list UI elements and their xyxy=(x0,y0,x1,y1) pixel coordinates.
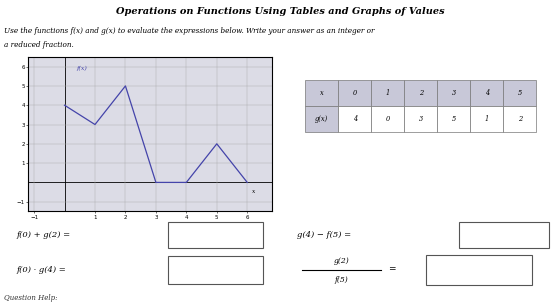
Bar xyxy=(305,80,338,106)
Bar xyxy=(338,106,371,132)
Text: 5: 5 xyxy=(518,89,522,97)
Text: 2: 2 xyxy=(518,115,522,123)
Text: 4: 4 xyxy=(485,89,489,97)
Text: 0: 0 xyxy=(353,89,357,97)
Bar xyxy=(404,80,437,106)
Bar xyxy=(437,106,470,132)
Text: f(0) + g(2) =: f(0) + g(2) = xyxy=(17,231,71,239)
Bar xyxy=(503,106,536,132)
Text: f(5): f(5) xyxy=(335,276,348,284)
Text: x: x xyxy=(320,89,324,97)
Text: g(2): g(2) xyxy=(334,257,349,265)
Bar xyxy=(470,106,503,132)
Bar xyxy=(426,255,532,285)
Text: f(0) · g(4) =: f(0) · g(4) = xyxy=(17,266,67,274)
Text: 1: 1 xyxy=(386,89,390,97)
Text: 0: 0 xyxy=(386,115,390,123)
Text: 2: 2 xyxy=(419,89,423,97)
Text: =: = xyxy=(388,265,396,274)
Text: g(4) − f(5) =: g(4) − f(5) = xyxy=(297,231,351,239)
Text: 4: 4 xyxy=(353,115,357,123)
Bar xyxy=(404,106,437,132)
Bar xyxy=(338,80,371,106)
Bar xyxy=(168,256,263,284)
Text: 3: 3 xyxy=(419,115,423,123)
Bar xyxy=(459,222,549,248)
Bar xyxy=(168,222,263,248)
Text: a reduced fraction.: a reduced fraction. xyxy=(4,41,74,49)
Text: Operations on Functions Using Tables and Graphs of Values: Operations on Functions Using Tables and… xyxy=(116,6,444,15)
Bar xyxy=(371,80,404,106)
Text: 3: 3 xyxy=(452,89,456,97)
Bar xyxy=(470,80,503,106)
Bar xyxy=(371,106,404,132)
Text: 5: 5 xyxy=(452,115,456,123)
Bar xyxy=(503,80,536,106)
Bar xyxy=(305,106,338,132)
Text: Use the functions f(x) and g(x) to evaluate the expressions below. Write your an: Use the functions f(x) and g(x) to evalu… xyxy=(4,27,375,35)
Bar xyxy=(437,80,470,106)
Text: 1: 1 xyxy=(485,115,489,123)
Text: Question Help:: Question Help: xyxy=(4,294,58,302)
Text: g(x): g(x) xyxy=(315,115,328,123)
